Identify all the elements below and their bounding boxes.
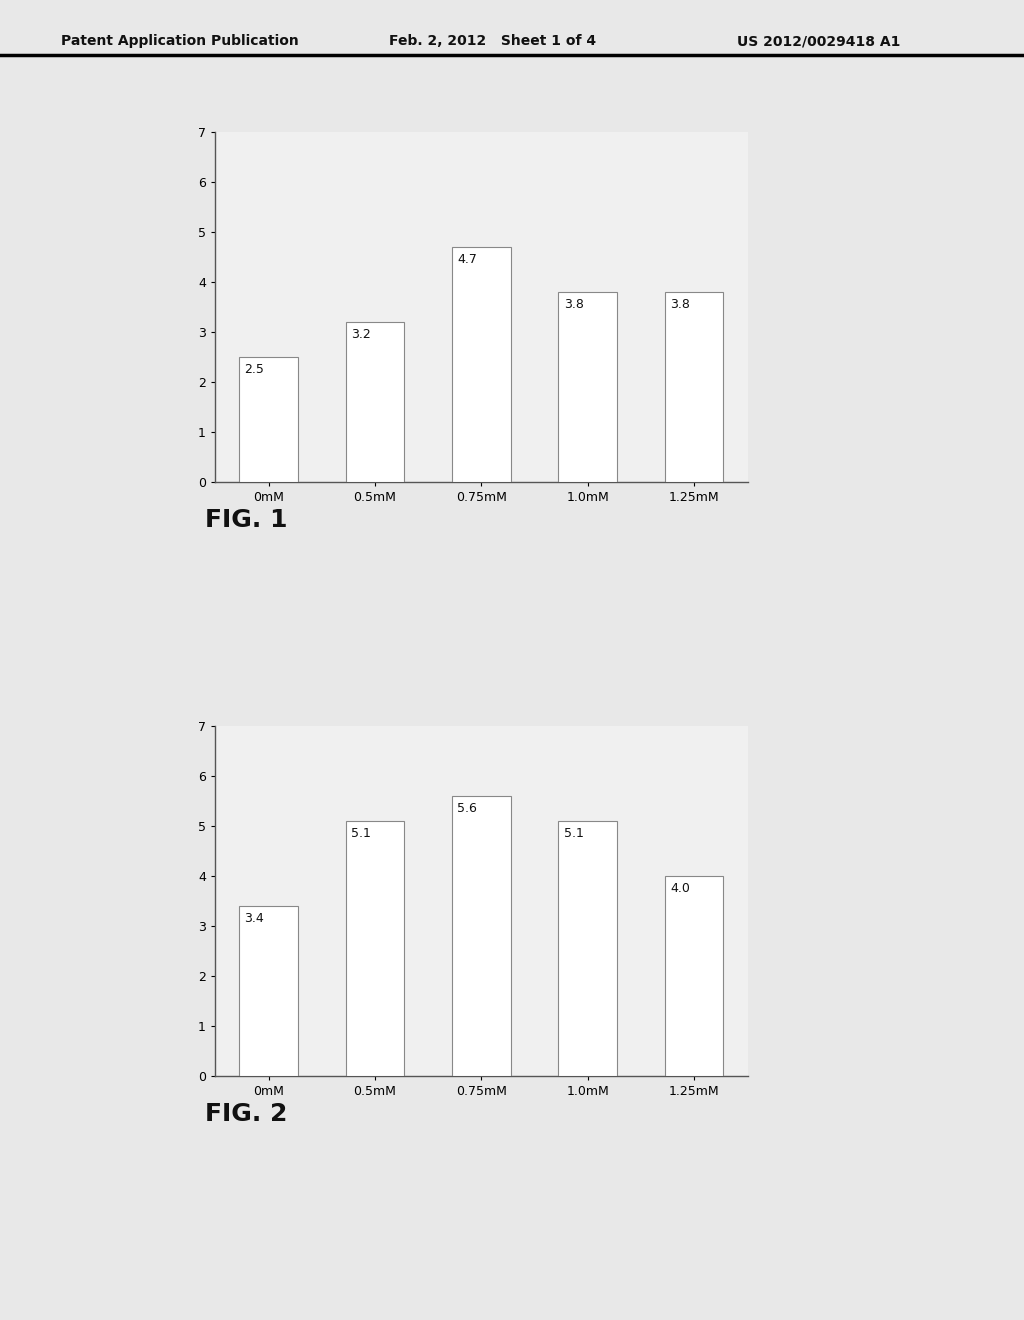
Bar xyxy=(346,322,404,482)
Bar xyxy=(240,906,298,1076)
Text: 3.2: 3.2 xyxy=(351,327,371,341)
Text: Patent Application Publication: Patent Application Publication xyxy=(61,34,299,49)
Text: Feb. 2, 2012   Sheet 1 of 4: Feb. 2, 2012 Sheet 1 of 4 xyxy=(389,34,596,49)
Bar xyxy=(452,247,511,482)
Bar xyxy=(665,292,723,482)
Bar xyxy=(558,292,616,482)
Text: 5.1: 5.1 xyxy=(564,826,584,840)
Bar xyxy=(452,796,511,1076)
Text: 4.0: 4.0 xyxy=(670,882,690,895)
Text: 4.7: 4.7 xyxy=(458,253,477,265)
Text: 3.4: 3.4 xyxy=(245,912,264,925)
Bar xyxy=(558,821,616,1076)
Text: 2.5: 2.5 xyxy=(245,363,264,376)
Bar xyxy=(240,356,298,482)
Text: FIG. 1: FIG. 1 xyxy=(205,508,288,532)
Text: 5.6: 5.6 xyxy=(458,803,477,814)
Text: 5.1: 5.1 xyxy=(351,826,371,840)
Bar xyxy=(346,821,404,1076)
Text: 3.8: 3.8 xyxy=(564,298,584,312)
Bar xyxy=(665,876,723,1076)
Text: FIG. 2: FIG. 2 xyxy=(205,1102,287,1126)
Text: 3.8: 3.8 xyxy=(670,298,690,312)
Text: US 2012/0029418 A1: US 2012/0029418 A1 xyxy=(737,34,901,49)
